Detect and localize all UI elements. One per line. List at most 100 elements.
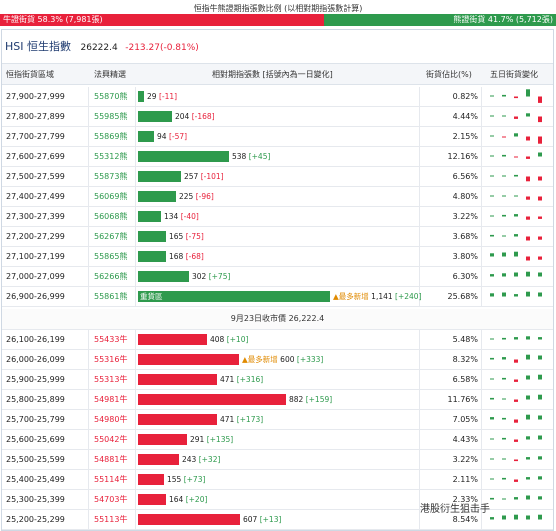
table-row[interactable]: 27,300-27,399 56068熊 134 [-40] 3.22% xyxy=(2,207,553,227)
spark-bar xyxy=(490,175,494,177)
five-day-sparkbars xyxy=(490,174,542,182)
five-day-sparkbars xyxy=(490,271,542,277)
spark-bar xyxy=(502,235,506,237)
table-row[interactable]: 27,500-27,599 55873熊 257 [-101] 6.56% xyxy=(2,167,553,187)
spark-bar xyxy=(526,395,530,400)
five-day-sparkbars xyxy=(490,456,542,462)
five-day-sparkbars xyxy=(490,234,542,241)
five-day-sparkbars xyxy=(490,195,542,201)
spark-bar xyxy=(538,456,542,460)
col-range: 恒指街貨區域 xyxy=(6,70,54,79)
warrant-code-link[interactable]: 55313牛 xyxy=(94,375,128,384)
count-value: 291 xyxy=(190,435,205,444)
futures-bar xyxy=(138,271,189,282)
table-row[interactable]: 25,800-25,899 54981牛 882 [+159] 11.76% xyxy=(2,390,553,410)
table-row[interactable]: 25,500-25,599 54881牛 243 [+32] 3.22% xyxy=(2,450,553,470)
spark-bar xyxy=(490,274,494,277)
table-row[interactable]: 26,900-26,999 55861熊 重貨區 ▲最多新增 1,141 [+240]… xyxy=(2,287,553,307)
warrant-code-link[interactable]: 56267熊 xyxy=(94,232,128,241)
table-row[interactable]: 27,200-27,299 56267熊 165 [-75] 3.68% xyxy=(2,227,553,247)
table-row[interactable]: 27,000-27,099 56266熊 302 [+75] 6.30% xyxy=(2,267,553,287)
warrant-code-link[interactable]: 56069熊 xyxy=(94,192,128,201)
column-divider xyxy=(419,490,420,509)
most-added-tag: ▲最多新增 xyxy=(242,355,278,364)
spark-bar xyxy=(502,498,506,500)
table-row[interactable]: 26,000-26,099 55316牛 ▲最多新增 600 [+333] 8.32% xyxy=(2,350,553,370)
warrant-code-link[interactable]: 55865熊 xyxy=(94,252,128,261)
table-row[interactable]: 26,100-26,199 55433牛 408 [+10] 5.48% xyxy=(2,330,553,350)
warrant-code-link[interactable]: 54981牛 xyxy=(94,395,128,404)
count-value: 164 xyxy=(169,495,184,504)
five-day-sparkbars xyxy=(490,435,542,442)
share-percent: 6.30% xyxy=(452,272,478,281)
column-divider xyxy=(135,490,136,509)
warrant-code-link[interactable]: 55042牛 xyxy=(94,435,128,444)
warrant-code-link[interactable]: 54980牛 xyxy=(94,415,128,424)
warrant-code-link[interactable]: 55312熊 xyxy=(94,152,128,161)
spark-bar xyxy=(502,273,506,277)
warrant-code-link[interactable]: 55873熊 xyxy=(94,172,128,181)
warrant-code-link[interactable]: 55433牛 xyxy=(94,335,128,344)
index-price: 26222.4 xyxy=(80,43,118,53)
spark-bar xyxy=(526,89,530,97)
spark-bar xyxy=(490,497,494,500)
table-row[interactable]: 27,800-27,899 55985熊 204 [-168] 4.44% xyxy=(2,107,553,127)
spark-bar xyxy=(490,438,494,440)
bull-ratio-segment: 牛證街貨 58.3% (7,981張) xyxy=(0,14,325,26)
futures-bar xyxy=(138,231,166,242)
column-divider xyxy=(88,410,89,429)
column-divider xyxy=(88,167,89,186)
futures-count-label: 29 [-11] xyxy=(147,87,177,106)
table-row[interactable]: 27,600-27,699 55312熊 538 [+45] 12.16% xyxy=(2,147,553,167)
count-value: 165 xyxy=(169,232,184,241)
futures-count-label: 607 [+13] xyxy=(243,510,281,529)
column-divider xyxy=(88,267,89,286)
warrant-code-link[interactable]: 55114牛 xyxy=(94,475,128,484)
column-divider xyxy=(135,247,136,266)
warrant-code-link[interactable]: 55985熊 xyxy=(94,112,128,121)
spark-bar xyxy=(514,359,518,363)
table-row[interactable]: 25,200-25,299 55113牛 607 [+13] 8.54% xyxy=(2,510,553,530)
column-divider xyxy=(481,227,482,246)
futures-count-label: 302 [+75] xyxy=(192,267,230,286)
table-row[interactable]: 25,600-25,699 55042牛 291 [+135] 4.43% xyxy=(2,430,553,450)
table-row[interactable]: 25,300-25,399 54703牛 164 [+20] 2.33% xyxy=(2,490,553,510)
spark-bar xyxy=(538,96,542,103)
five-day-sparkbars xyxy=(490,374,542,382)
spark-bar xyxy=(514,419,518,423)
futures-bar xyxy=(138,334,207,345)
range-cell: 25,200-25,299 xyxy=(6,515,65,524)
column-divider xyxy=(135,510,136,529)
spark-bar xyxy=(490,155,494,157)
table-row[interactable]: 25,900-25,999 55313牛 471 [+316] 6.58% xyxy=(2,370,553,390)
spark-bar xyxy=(514,379,518,382)
five-day-sparkbars xyxy=(490,476,542,482)
column-divider xyxy=(88,147,89,166)
column-divider xyxy=(135,167,136,186)
warrant-code-link[interactable]: 55870熊 xyxy=(94,92,128,101)
daily-change: [-68] xyxy=(185,252,204,261)
column-divider xyxy=(481,370,482,389)
warrant-code-link[interactable]: 56266熊 xyxy=(94,272,128,281)
table-row[interactable]: 27,100-27,199 55865熊 168 [-68] 3.80% xyxy=(2,247,553,267)
column-divider xyxy=(88,227,89,246)
table-row[interactable]: 27,900-27,999 55870熊 29 [-11] 0.82% xyxy=(2,87,553,107)
warrant-code-link[interactable]: 55113牛 xyxy=(94,515,128,524)
share-percent: 7.05% xyxy=(452,415,478,424)
warrant-code-link[interactable]: 55316牛 xyxy=(94,355,128,364)
futures-count-label: 164 [+20] xyxy=(169,490,207,509)
warrant-code-link[interactable]: 55861熊 xyxy=(94,292,128,301)
table-row[interactable]: 27,400-27,499 56069熊 225 [-96] 4.80% xyxy=(2,187,553,207)
warrant-code-link[interactable]: 55869熊 xyxy=(94,132,128,141)
table-row[interactable]: 27,700-27,799 55869熊 94 [-57] 2.15% xyxy=(2,127,553,147)
table-row[interactable]: 25,700-25,799 54980牛 471 [+173] 7.05% xyxy=(2,410,553,430)
column-divider xyxy=(88,390,89,409)
share-percent: 11.76% xyxy=(447,395,478,404)
five-day-sparkbars xyxy=(490,214,542,220)
table-row[interactable]: 25,400-25,499 55114牛 155 [+73] 2.11% xyxy=(2,470,553,490)
range-cell: 25,800-25,899 xyxy=(6,395,65,404)
warrant-code-link[interactable]: 56068熊 xyxy=(94,212,128,221)
warrant-code-link[interactable]: 54703牛 xyxy=(94,495,128,504)
warrant-code-link[interactable]: 54881牛 xyxy=(94,455,128,464)
futures-bar xyxy=(138,131,154,142)
